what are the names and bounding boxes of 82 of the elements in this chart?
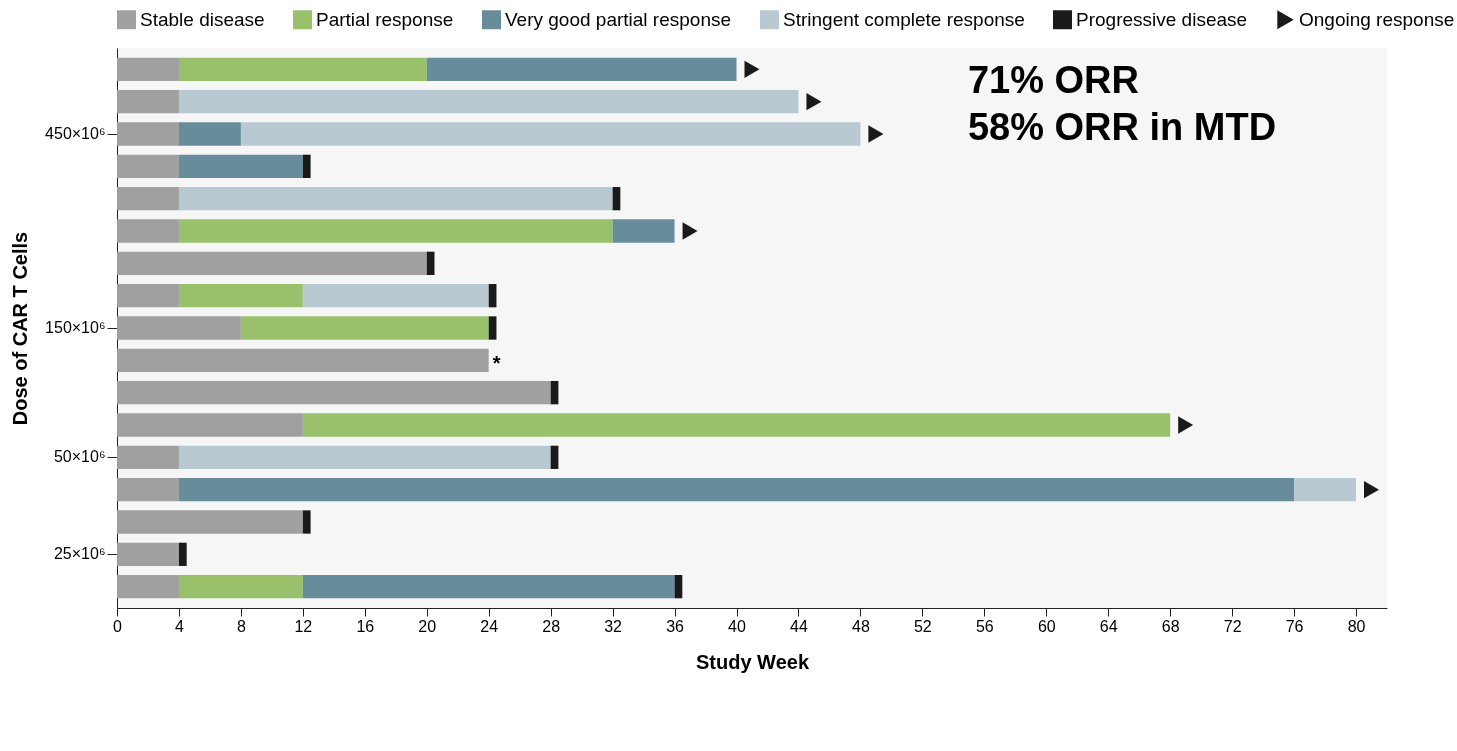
annotation: 71% ORR [967,58,1139,101]
y-axis-title: Dose of CAR T Cells [9,231,32,426]
bar [117,445,179,469]
bar [117,542,179,566]
bar [178,445,551,469]
bar [117,122,179,146]
x-tick-label: 4 [175,617,184,635]
data-label: * [492,352,501,375]
bar [117,348,489,372]
x-axis-title: Study Week [696,650,810,673]
x-tick-label: 40 [728,617,747,635]
bar [117,154,179,178]
legend-label: Very good partial response [505,8,732,30]
x-tick-label: 60 [1037,617,1056,635]
y-tick-label: 450×10⁶ [45,125,106,142]
bar [302,413,1171,437]
x-tick-label: 8 [236,617,246,635]
bar [117,187,179,211]
x-tick-label: 28 [542,617,561,635]
annotation: 58% ORR in MTD [967,106,1277,149]
legend-label: Partial response [316,8,454,30]
bar [178,575,303,599]
x-tick-label: 16 [356,617,375,635]
x-tick-label: 76 [1285,617,1304,635]
bar [178,284,303,308]
x-tick-label: 48 [852,617,870,635]
point [868,125,884,143]
x-tick-label: 20 [418,617,437,635]
y-tick-label: 50×10⁶ [53,448,106,466]
bar [117,575,179,599]
bar [1294,478,1357,502]
y-tick-label: 25×10⁶ [53,545,106,563]
x-tick-label: 24 [480,617,499,635]
point [682,222,698,240]
y-tick-label: 150×10⁶ [45,319,106,336]
legend-label: Ongoing response [1299,8,1455,30]
bar [612,219,675,243]
x-tick-label: 68 [1161,617,1180,635]
bar [426,251,435,275]
bar [117,381,551,405]
bar [117,251,427,275]
point [806,93,822,111]
bar [178,219,613,243]
legend-label: Progressive disease [1076,8,1248,30]
bar [302,154,311,178]
x-tick-label: 52 [913,617,932,635]
bar [302,284,489,308]
legend-label: Stable disease [140,8,265,30]
bar [117,510,303,534]
x-tick-label: 80 [1347,617,1366,635]
bar [117,478,179,502]
x-tick-label: 64 [1099,617,1118,635]
bar [426,57,737,81]
bar [117,90,179,114]
bar [178,57,427,81]
bar [178,478,1295,502]
point [1178,416,1194,434]
x-tick-label: 44 [790,617,808,635]
x-tick-label: 72 [1223,617,1242,635]
x-tick-label: 0 [113,617,123,635]
bar [117,219,179,243]
point [1364,481,1380,499]
x-tick-label: 36 [666,617,685,635]
bar [488,316,497,340]
bar [178,90,799,114]
bar [240,122,861,146]
bar [117,284,179,308]
bar [117,413,303,437]
x-tick-label: 56 [975,617,994,635]
bar [240,316,489,340]
x-tick-label: 12 [294,617,313,635]
bar [117,57,179,81]
bar [178,154,303,178]
bar [178,187,613,211]
bar [302,575,675,599]
point [744,60,760,78]
x-tick-label: 32 [604,617,623,635]
bar [178,122,241,146]
bar [178,542,187,566]
bar [302,510,311,534]
bar [117,316,241,340]
legend-label: Stringent complete response [783,8,1025,30]
